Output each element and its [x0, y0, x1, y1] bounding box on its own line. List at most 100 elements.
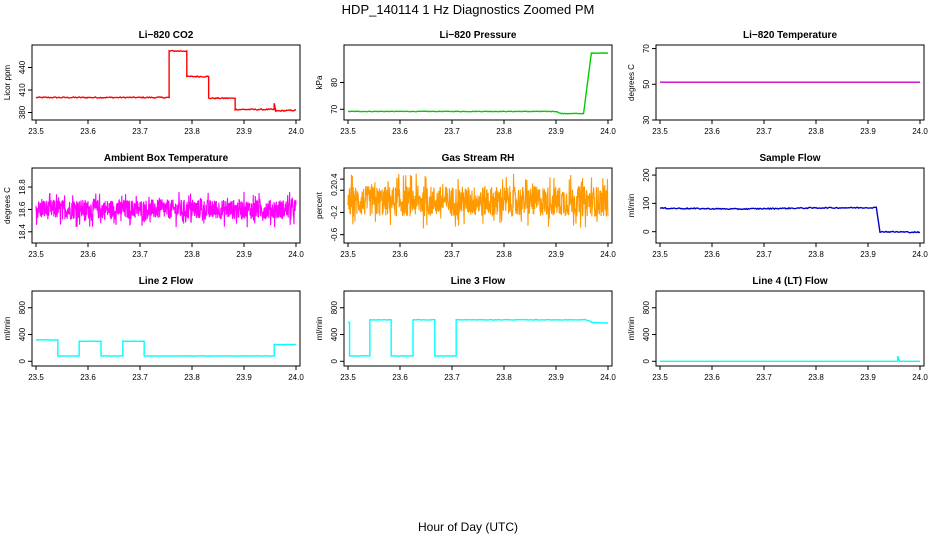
x-tick-label: 23.7 — [444, 250, 460, 259]
plot-frame — [655, 290, 925, 367]
plot-frame — [655, 167, 925, 244]
y-tick-label: 400 — [18, 327, 27, 341]
y-axis-label: ml/min — [627, 317, 636, 341]
x-tick-label: 23.9 — [548, 250, 564, 259]
x-tick-label: 24.0 — [600, 250, 616, 259]
series-line — [347, 52, 609, 115]
series-line — [35, 49, 297, 113]
x-tick-label: 23.5 — [28, 127, 44, 136]
x-tick-label: 23.6 — [704, 127, 720, 136]
x-tick-label: 23.8 — [496, 250, 512, 259]
x-tick-label: 23.8 — [496, 373, 512, 382]
x-tick-label: 23.5 — [652, 127, 668, 136]
y-axis-label: kPa — [315, 75, 324, 89]
y-tick-label: 100 — [642, 196, 651, 210]
x-tick-label: 23.6 — [704, 373, 720, 382]
x-tick-label: 24.0 — [600, 127, 616, 136]
x-tick-label: 23.7 — [444, 127, 460, 136]
x-tick-label: 24.0 — [288, 127, 304, 136]
x-tick-label: 23.8 — [184, 127, 200, 136]
y-tick-label: 70 — [642, 44, 651, 53]
x-tick-label: 23.8 — [808, 250, 824, 259]
panel-title: Line 3 Flow — [451, 276, 506, 287]
x-tick-label: 23.9 — [236, 127, 252, 136]
x-tick-label: 23.6 — [392, 127, 408, 136]
x-tick-label: 23.6 — [80, 373, 96, 382]
x-tick-label: 23.5 — [28, 250, 44, 259]
y-tick-label: 400 — [330, 327, 339, 341]
x-tick-label: 24.0 — [288, 250, 304, 259]
panel-title: Sample Flow — [759, 153, 820, 164]
plot-frame — [655, 44, 925, 121]
x-tick-label: 23.6 — [392, 250, 408, 259]
x-tick-label: 24.0 — [912, 250, 928, 259]
y-tick-label: 0 — [642, 359, 651, 364]
y-tick-label: 18.8 — [18, 179, 27, 195]
panel-gas-stream-rh: Gas Stream RH percent 23.5 23.6 23.7 23.8 23.9… — [315, 153, 616, 259]
plot-frame — [31, 290, 301, 367]
panel-line-3-flow: Line 3 Flow ml/min 23.5 23.6 23.7 23.8 23.9 24.… — [315, 276, 616, 382]
y-tick-label: 800 — [330, 301, 339, 315]
y-tick-label: -0.2 — [330, 205, 339, 219]
x-tick-label: 24.0 — [912, 373, 928, 382]
x-tick-label: 24.0 — [600, 373, 616, 382]
y-tick-label: 0.2 — [330, 184, 339, 196]
x-tick-label: 23.8 — [808, 373, 824, 382]
y-tick-label: 410 — [18, 83, 27, 97]
x-tick-label: 24.0 — [912, 127, 928, 136]
x-tick-label: 23.7 — [756, 250, 772, 259]
y-axis-label: ml/min — [627, 194, 636, 218]
x-tick-label: 23.5 — [28, 373, 44, 382]
x-tick-label: 23.7 — [756, 373, 772, 382]
plot-frame — [31, 44, 301, 121]
y-tick-label: 440 — [18, 60, 27, 74]
plot-frame — [343, 44, 613, 121]
x-tick-label: 23.5 — [340, 373, 356, 382]
y-tick-label: 800 — [18, 301, 27, 315]
y-axis-label: ml/min — [3, 317, 12, 341]
x-tick-label: 23.6 — [80, 250, 96, 259]
y-axis-label: degrees C — [627, 64, 636, 101]
x-tick-label: 23.5 — [340, 250, 356, 259]
y-tick-label: -0.6 — [330, 227, 339, 241]
x-tick-label: 23.6 — [80, 127, 96, 136]
x-tick-label: 23.5 — [340, 127, 356, 136]
x-tick-label: 23.7 — [132, 373, 148, 382]
series-line — [35, 191, 297, 228]
panel-title: Line 2 Flow — [139, 276, 194, 287]
x-tick-label: 23.7 — [756, 127, 772, 136]
x-tick-label: 23.9 — [548, 373, 564, 382]
x-tick-label: 23.8 — [496, 127, 512, 136]
panel-ambient-box-temperature: Ambient Box Temperature degrees C 23.5 23.6… — [3, 153, 304, 259]
plot-frame — [31, 167, 301, 244]
x-tick-label: 23.8 — [808, 127, 824, 136]
x-tick-label: 23.9 — [548, 127, 564, 136]
y-axis-label: percent — [315, 191, 324, 218]
x-tick-label: 23.9 — [236, 373, 252, 382]
figure-xlabel: Hour of Day (UTC) — [418, 520, 518, 534]
y-tick-label: 400 — [642, 327, 651, 341]
y-tick-label: 0 — [18, 359, 27, 364]
y-tick-label: 380 — [18, 105, 27, 119]
plot-frame — [343, 167, 613, 244]
x-tick-label: 23.7 — [132, 127, 148, 136]
panel-li-820-pressure: Li−820 Pressure kPa 23.5 23.6 23.7 23.8 23.9 24… — [315, 30, 616, 136]
series-line — [347, 173, 609, 229]
x-tick-label: 23.6 — [704, 250, 720, 259]
plot-frame — [343, 290, 613, 367]
y-tick-label: 0 — [642, 229, 651, 234]
x-tick-label: 23.9 — [860, 373, 876, 382]
panel-title: Li−820 CO2 — [139, 30, 194, 41]
y-axis-label: ml/min — [315, 317, 324, 341]
x-tick-label: 24.0 — [288, 373, 304, 382]
y-tick-label: 0 — [330, 359, 339, 364]
y-tick-label: 50 — [642, 79, 651, 88]
x-tick-label: 23.8 — [184, 373, 200, 382]
series-line — [660, 355, 921, 363]
x-tick-label: 23.8 — [184, 250, 200, 259]
series-line — [347, 318, 609, 357]
y-tick-label: 800 — [642, 301, 651, 315]
x-tick-label: 23.7 — [444, 373, 460, 382]
x-tick-label: 23.6 — [392, 373, 408, 382]
